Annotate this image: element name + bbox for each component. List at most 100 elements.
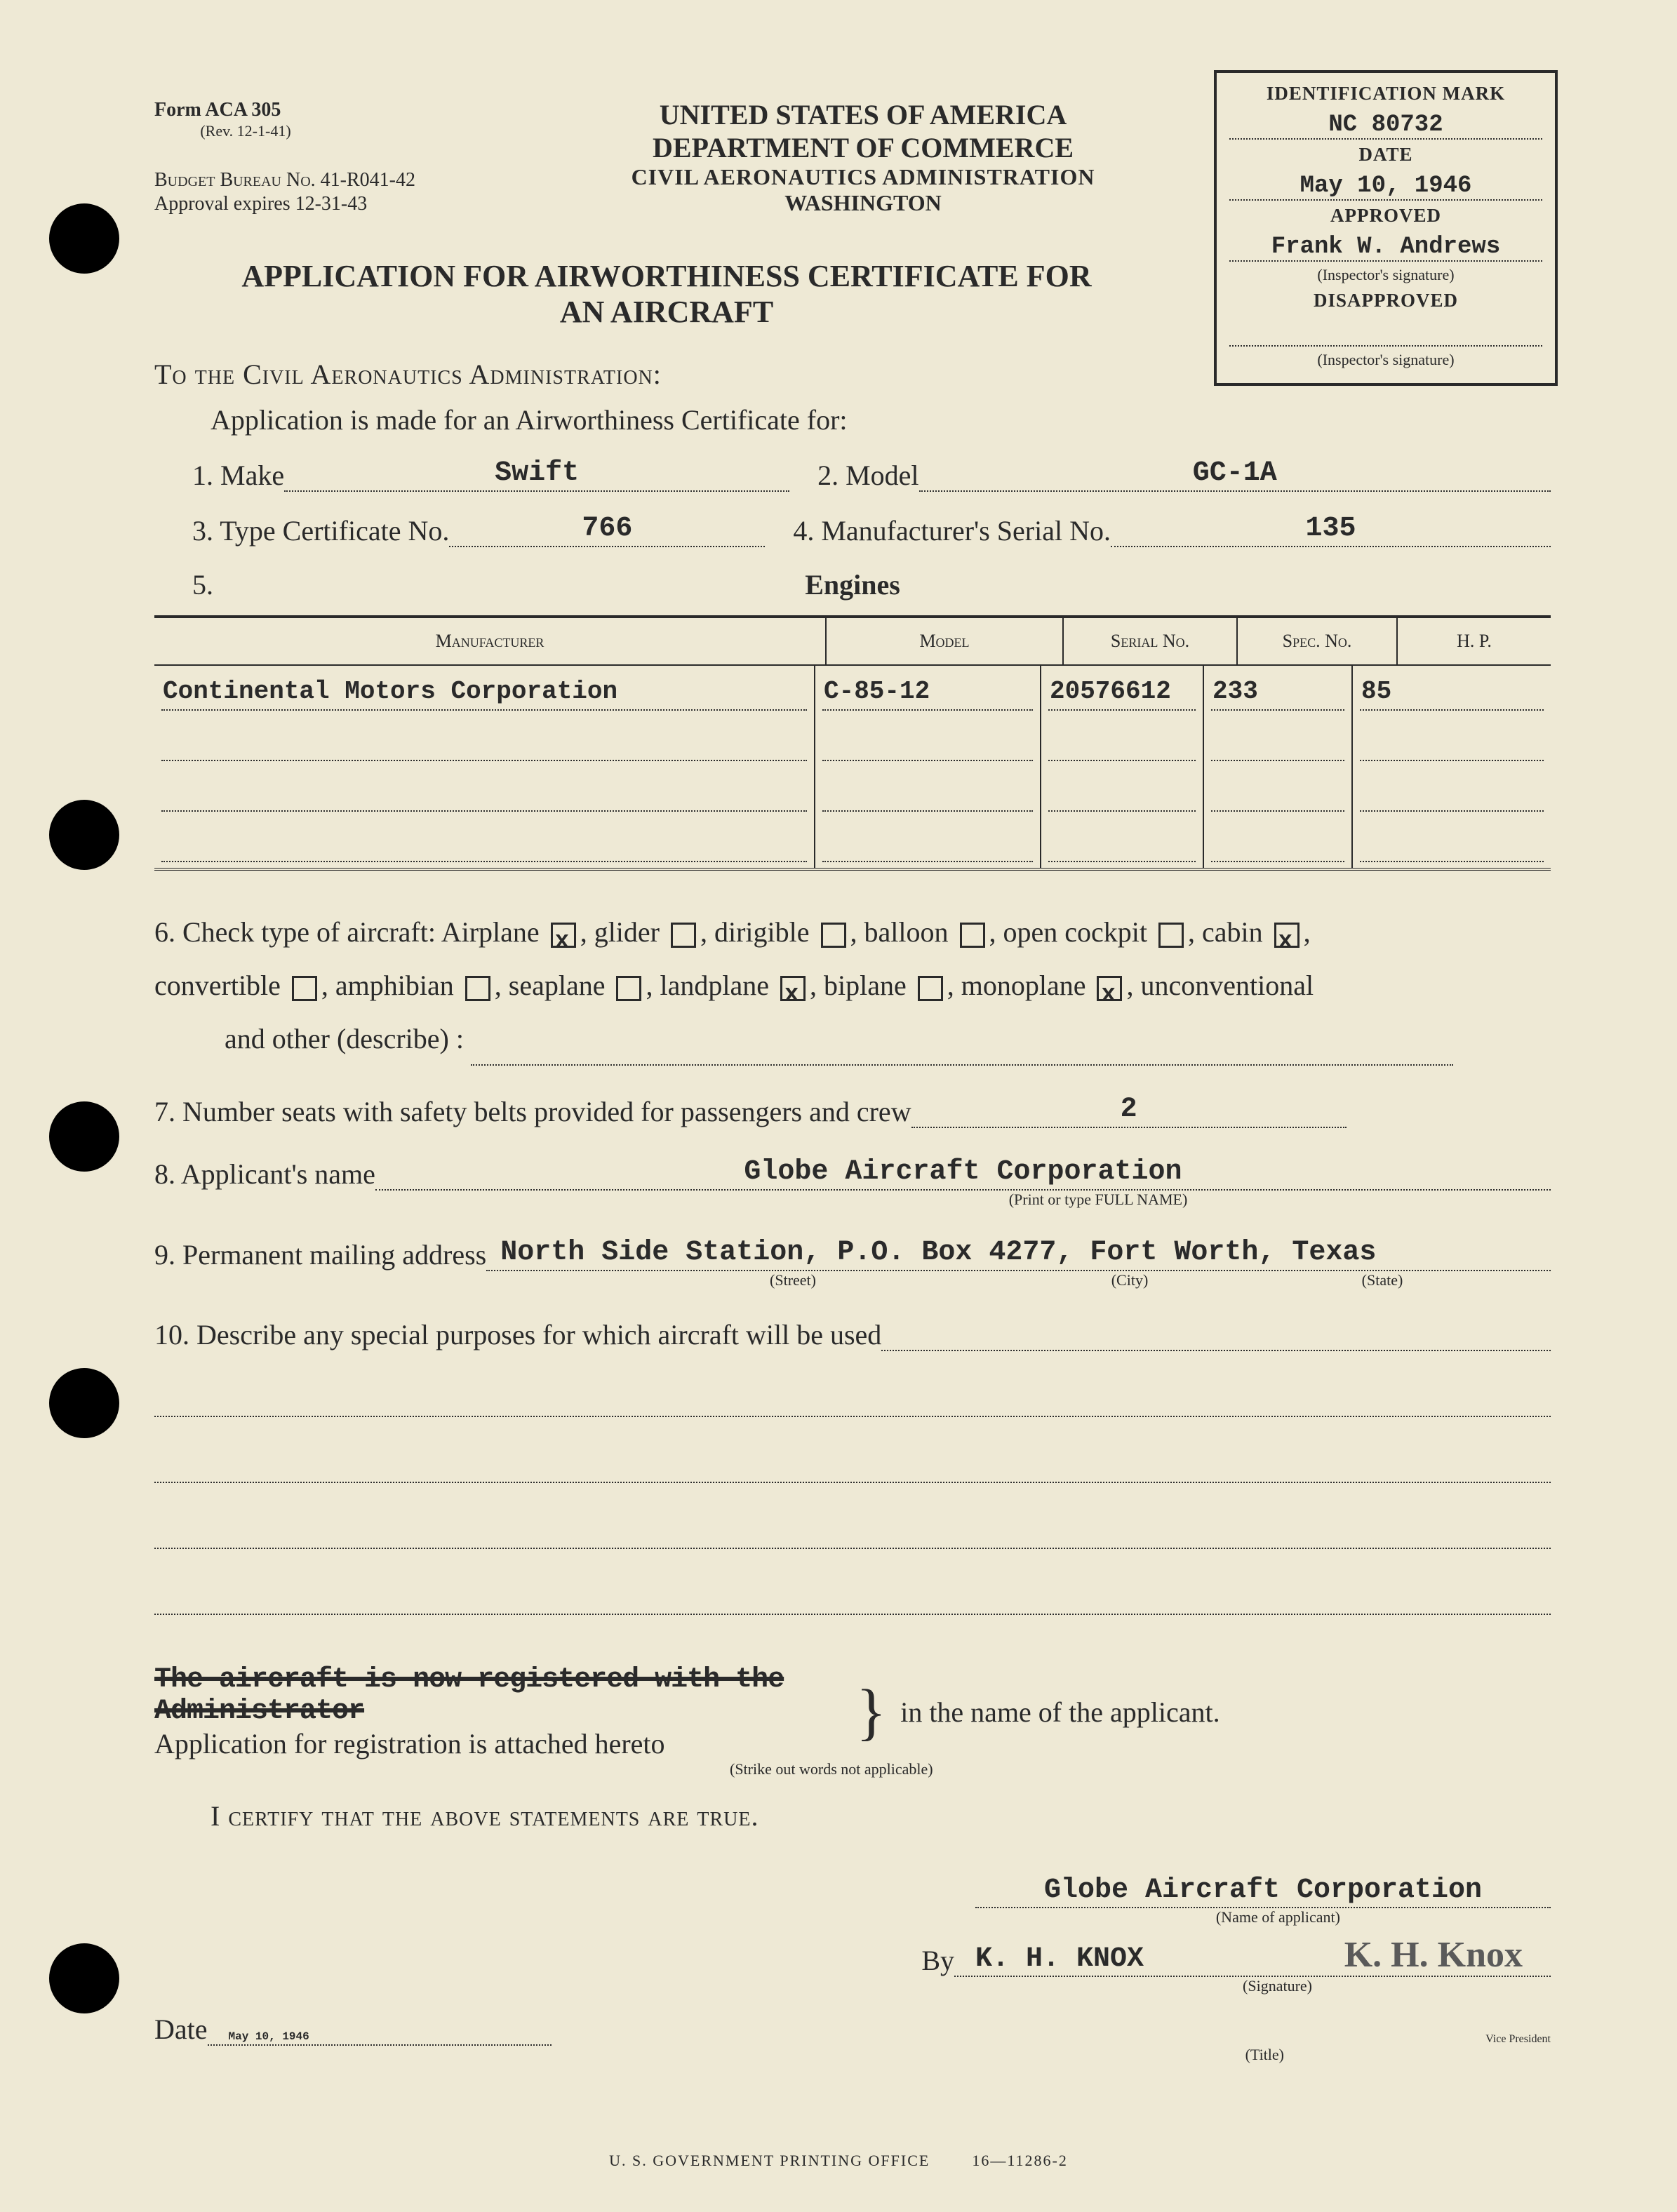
q10-value	[881, 1318, 1551, 1351]
footer-gpo: U. S. GOVERNMENT PRINTING OFFICE	[609, 2152, 930, 2169]
checkbox-icon	[1274, 923, 1299, 948]
q6-tail: and other (describe) :	[154, 1023, 464, 1054]
footer: U. S. GOVERNMENT PRINTING OFFICE 16—1128…	[0, 2152, 1677, 2170]
q6-option: open cockpit	[1003, 916, 1155, 948]
header-left: Form ACA 305 (Rev. 12-1-41) Budget Burea…	[154, 98, 519, 215]
q6-option: cabin	[1202, 916, 1270, 948]
q6-option: dirigible	[714, 916, 817, 948]
section-5-title: Engines	[805, 569, 900, 601]
header-center: UNITED STATES OF AMERICA DEPARTMENT OF C…	[519, 98, 1207, 216]
cell-value: 233	[1204, 677, 1258, 706]
model-value: GC-1A	[919, 457, 1551, 492]
certify-line: I certify that the above statements are …	[154, 1799, 1551, 1832]
tc-value: 766	[449, 513, 765, 547]
make-value: Swift	[284, 457, 789, 492]
checkbox-icon	[292, 976, 317, 1001]
engines-table: Manufacturer Model Serial No. Spec. No. …	[154, 615, 1551, 871]
sig-date-label: Date	[154, 2013, 208, 2046]
application-line: Application is made for an Airworthiness…	[154, 403, 1551, 436]
q9-sub-street: (Street)	[603, 1271, 982, 1289]
approved-value: Frank W. Andrews	[1271, 234, 1500, 260]
sig-by-sub: (Signature)	[154, 1977, 1551, 1995]
sig-title-sub: (Title)	[154, 2046, 1551, 2064]
cell-model	[815, 817, 1041, 868]
title-line-2: AN AIRCRAFT	[154, 294, 1179, 330]
sig-title-value: Vice President	[1485, 2033, 1551, 2046]
id-mark-value: NC 80732	[1328, 112, 1443, 138]
sig-by-value: K. H. KNOX K. H. Knox	[954, 1943, 1551, 1977]
brace-icon: }	[856, 1694, 886, 1731]
checkbox-icon	[821, 923, 846, 948]
header-dept: DEPARTMENT OF COMMERCE	[519, 131, 1207, 164]
row-make-model: 1. Make Swift 2. Model GC-1A	[154, 457, 1551, 492]
q6-aircraft-type: 6. Check type of aircraft: Airplane , gl…	[154, 906, 1551, 1066]
header-agency: CIVIL AERONAUTICS ADMINISTRATION	[519, 164, 1207, 190]
cell-mfr	[154, 716, 815, 767]
engines-table-header: Manufacturer Model Serial No. Spec. No. …	[154, 618, 1551, 666]
q9-label: 9. Permanent mailing address	[154, 1238, 486, 1271]
cell-spec	[1204, 716, 1353, 767]
id-date-value: May 10, 1946	[1300, 173, 1472, 199]
cell-hp: 85	[1353, 666, 1551, 716]
q9-sub-city: (City)	[982, 1271, 1277, 1289]
checkbox-icon	[780, 976, 806, 1001]
punch-hole	[49, 800, 119, 870]
q10-fill-line	[154, 1513, 1551, 1549]
q6-other-fill	[471, 1032, 1453, 1066]
form-number: Form ACA 305	[154, 98, 519, 122]
title-line-1: APPLICATION FOR AIRWORTHINESS CERTIFICAT…	[154, 258, 1179, 294]
sig-date-value: May 10, 1946	[208, 2012, 552, 2046]
q6-option: amphibian	[335, 970, 461, 1001]
cell-value: C-85-12	[815, 677, 930, 706]
cell-value: 85	[1353, 677, 1391, 706]
cell-model	[815, 716, 1041, 767]
q9-value: North Side Station, P.O. Box 4277, Fort …	[486, 1237, 1551, 1271]
approved-label: APPROVED	[1229, 205, 1542, 227]
punch-hole	[49, 1368, 119, 1438]
q8-label: 8. Applicant's name	[154, 1158, 375, 1191]
q9-subs: (Street) (City) (State)	[154, 1271, 1551, 1289]
form-title: APPLICATION FOR AIRWORTHINESS CERTIFICAT…	[154, 258, 1179, 330]
cell-hp	[1353, 716, 1551, 767]
header-country: UNITED STATES OF AMERICA	[519, 98, 1207, 131]
q7-seats: 7. Number seats with safety belts provid…	[154, 1094, 1551, 1128]
sn-label: 4. Manufacturer's Serial No.	[793, 514, 1111, 547]
section-5-number: 5.	[192, 568, 213, 601]
cell-model	[815, 767, 1041, 817]
sn-value: 135	[1111, 513, 1551, 547]
sig-by-label: By	[884, 1944, 954, 1977]
checkbox-icon	[1158, 923, 1184, 948]
form-revision: (Rev. 12-1-41)	[154, 122, 337, 140]
checkbox-icon	[671, 923, 696, 948]
checkbox-icon	[960, 923, 985, 948]
punch-hole	[49, 1101, 119, 1172]
q6-option: balloon	[864, 916, 956, 948]
cell-value: 20576612	[1041, 677, 1171, 706]
q6-option: biplane	[824, 970, 914, 1001]
punch-hole	[49, 1943, 119, 2013]
strike-tail: in the name of the applicant.	[886, 1696, 1220, 1729]
model-label: 2. Model	[817, 459, 918, 492]
sig-name-value: Globe Aircraft Corporation	[975, 1875, 1551, 1908]
cell-spec	[1204, 767, 1353, 817]
table-row: Continental Motors CorporationC-85-12205…	[154, 666, 1551, 716]
strike-sub: (Strike out words not applicable)	[519, 1760, 1151, 1778]
cell-mfr	[154, 817, 815, 868]
sig-name-sub: (Name of applicant)	[154, 1908, 1551, 1926]
col-spec: Spec. No.	[1238, 618, 1398, 664]
footer-code: 16—11286-2	[972, 2152, 1068, 2169]
strike-block: The aircraft is now registered with the …	[154, 1664, 1551, 1760]
sig-by-typed: K. H. KNOX	[975, 1943, 1144, 1975]
col-hp: H. P.	[1398, 618, 1551, 664]
table-row	[154, 817, 1551, 868]
cell-sn	[1041, 817, 1204, 868]
q6-option: Airplane	[441, 916, 547, 948]
cell-hp	[1353, 767, 1551, 817]
cell-sn: 20576612	[1041, 666, 1204, 716]
q7-value: 2	[911, 1094, 1347, 1128]
disapproved-label: DISAPPROVED	[1229, 290, 1542, 311]
q9-address: 9. Permanent mailing address North Side …	[154, 1237, 1551, 1271]
cell-sn	[1041, 716, 1204, 767]
cell-mfr	[154, 767, 815, 817]
section-5-engines: 5. Engines	[154, 568, 1551, 601]
